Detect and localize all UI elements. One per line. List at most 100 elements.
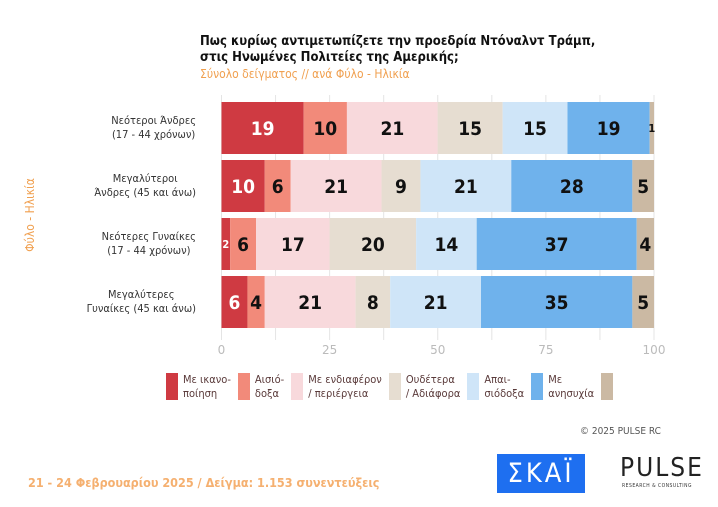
bar-segment xyxy=(290,160,382,212)
data-label: 6 xyxy=(237,234,249,256)
data-label: 8 xyxy=(367,292,379,314)
data-label: 15 xyxy=(458,118,482,140)
data-label: 35 xyxy=(545,292,569,314)
data-label: 10 xyxy=(231,176,255,198)
legend-item: Με ικανο- ποίηση xyxy=(166,373,231,401)
bar-segment xyxy=(355,276,391,328)
bar-segment xyxy=(502,102,568,154)
legend-item xyxy=(601,373,618,401)
legend-item: Με ενδιαφέρον / περιέργεια xyxy=(291,373,382,401)
bar-segment xyxy=(381,160,421,212)
x-tick-label: 0 xyxy=(218,343,226,357)
bar-segment xyxy=(247,276,265,328)
category-label-line2: Γυναίκες (45 και άνω) xyxy=(86,302,196,315)
data-label: 37 xyxy=(545,234,569,256)
copyright: © 2025 PULSE RC xyxy=(580,426,661,437)
bar-segment xyxy=(420,160,512,212)
data-label: 21 xyxy=(454,176,478,198)
data-label: 17 xyxy=(281,234,305,256)
legend-item: Απαι- σιόδοξα xyxy=(467,373,524,401)
legend-label: Με ενδιαφέρον / περιέργεια xyxy=(308,373,382,400)
skai-logo: ΣΚΑΪ xyxy=(497,454,585,493)
data-label: 19 xyxy=(597,118,621,140)
x-tick-label: 75 xyxy=(538,343,553,357)
bar-segment xyxy=(632,276,654,328)
data-label: 28 xyxy=(560,176,584,198)
legend-swatch xyxy=(291,373,304,400)
data-label: 5 xyxy=(637,292,649,314)
legend-item: Αισιό- δοξα xyxy=(237,373,285,401)
data-label: 6 xyxy=(229,292,241,314)
category-label-line2: Άνδρες (45 και άνω) xyxy=(94,186,196,199)
category-label-line1: Μεγαλύτεροι xyxy=(112,172,178,185)
data-label: 15 xyxy=(523,118,547,140)
x-tick-label: 100 xyxy=(643,343,666,357)
data-label: 1 xyxy=(648,122,655,135)
title-line-1: Πως κυρίως αντιμετωπίζετε την προεδρία Ν… xyxy=(200,34,596,49)
data-label: 4 xyxy=(639,234,651,256)
category-label: Μεγαλύτερες Γυναίκες (45 και άνω) xyxy=(87,288,196,316)
data-label: 14 xyxy=(435,234,459,256)
bar-segment xyxy=(416,218,477,270)
legend-label: Με ικανο- ποίηση xyxy=(183,373,231,400)
data-label: 19 xyxy=(251,118,275,140)
category-label: Νεότεροι Άνδρες (17 - 44 χρόνων) xyxy=(111,114,196,142)
bar-segment xyxy=(390,276,481,328)
bar-segment xyxy=(346,102,438,154)
bar-segment xyxy=(256,218,330,270)
data-label: 21 xyxy=(324,176,348,198)
pulse-logo: PULSE xyxy=(620,453,704,483)
legend: Με ικανο- ποίηση Αισιό- δοξα Με ενδιαφέρον… xyxy=(166,373,618,401)
data-label: 21 xyxy=(380,118,404,140)
data-label: 10 xyxy=(313,118,337,140)
data-label: 20 xyxy=(361,234,385,256)
title-line-2: στις Ηνωμένες Πολιτείες της Αμερικής; xyxy=(200,50,459,65)
category-label-line1: Νεότεροι Άνδρες xyxy=(111,114,196,127)
category-label-line1: Νεότερες Γυναίκες xyxy=(101,230,196,243)
bar-segment xyxy=(221,218,231,270)
data-label: 21 xyxy=(424,292,448,314)
legend-swatch xyxy=(601,373,614,400)
category-label-line2: (17 - 44 χρόνων) xyxy=(111,128,196,141)
legend-label: Ουδέτερα / Αδιάφορα xyxy=(405,373,461,400)
bar-segment xyxy=(481,276,633,328)
legend-swatch xyxy=(388,373,401,400)
bar-segment xyxy=(221,102,304,154)
legend-label: Με ανησυχία xyxy=(548,373,595,400)
bar-segment xyxy=(221,160,265,212)
legend-swatch xyxy=(467,373,480,400)
bar-segment xyxy=(511,160,633,212)
data-label: 5 xyxy=(637,176,649,198)
bar-segment xyxy=(632,160,654,212)
legend-swatch xyxy=(237,373,250,400)
data-label: 2 xyxy=(222,238,229,251)
bar-segment xyxy=(221,276,248,328)
data-label: 4 xyxy=(250,292,262,314)
bar-segment xyxy=(230,218,257,270)
bar-segment xyxy=(649,102,654,154)
bar-segment xyxy=(437,102,503,154)
bar-segment xyxy=(264,160,291,212)
legend-swatch xyxy=(531,373,544,400)
chart-subtitle: Σύνολο δείγματος // ανά Φύλο - Ηλικία xyxy=(200,67,410,81)
bar-segment xyxy=(567,102,650,154)
pulse-logo-subtitle: RESEARCH & CONSULTING xyxy=(622,483,692,489)
data-label: 21 xyxy=(298,292,322,314)
x-tick-label: 50 xyxy=(430,343,445,357)
legend-label: Αισιό- δοξα xyxy=(254,373,285,400)
footer-info: 21 - 24 Φεβρουαρίου 2025 / Δείγμα: 1.153… xyxy=(28,475,380,490)
category-label: Νεότερες Γυναίκες (17 - 44 χρόνων) xyxy=(102,230,196,258)
legend-label: Απαι- σιόδοξα xyxy=(484,373,525,400)
chart-title: Πως κυρίως αντιμετωπίζετε την προεδρία Ν… xyxy=(200,34,595,66)
category-label: Μεγαλύτεροι Άνδρες (45 και άνω) xyxy=(94,172,196,200)
x-tick-label: 25 xyxy=(322,343,337,357)
legend-swatch xyxy=(166,373,178,400)
bar-segment xyxy=(329,218,417,270)
data-label: 9 xyxy=(395,176,407,198)
bar-segment xyxy=(636,218,654,270)
category-label-line1: Μεγαλύτερες xyxy=(107,288,175,301)
bar-segment xyxy=(303,102,347,154)
data-label: 6 xyxy=(272,176,284,198)
